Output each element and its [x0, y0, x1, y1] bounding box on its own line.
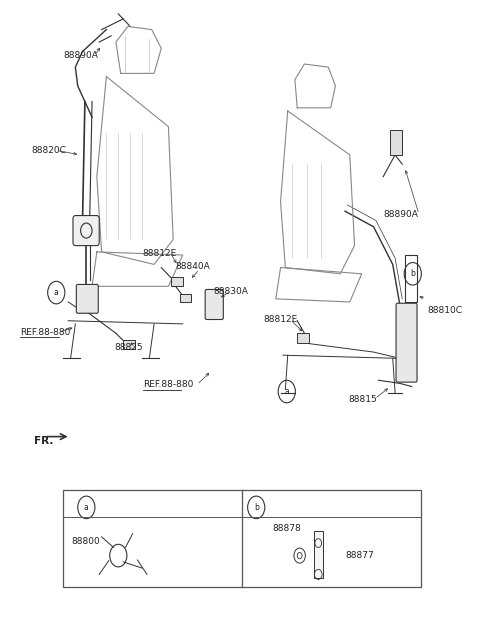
- Text: b: b: [410, 269, 415, 278]
- Text: 88800: 88800: [72, 537, 100, 546]
- Text: 88830A: 88830A: [214, 287, 249, 296]
- Text: 88815: 88815: [349, 394, 378, 404]
- Text: 88890A: 88890A: [63, 52, 98, 60]
- Bar: [63, 490, 421, 587]
- Text: 88890A: 88890A: [383, 210, 418, 219]
- Bar: [297, 333, 309, 343]
- Text: b: b: [254, 503, 259, 512]
- Bar: [180, 294, 191, 302]
- Text: a: a: [284, 387, 289, 396]
- FancyBboxPatch shape: [396, 303, 417, 382]
- Text: REF.88-880: REF.88-880: [21, 328, 71, 337]
- Text: 88877: 88877: [345, 551, 374, 560]
- Bar: [390, 130, 402, 155]
- FancyBboxPatch shape: [76, 284, 98, 313]
- Text: 88812E: 88812E: [143, 249, 177, 259]
- Bar: [171, 277, 183, 286]
- Bar: [123, 340, 135, 349]
- Text: 88878: 88878: [273, 524, 301, 533]
- Text: 88840A: 88840A: [176, 262, 210, 270]
- Text: REF.88-880: REF.88-880: [143, 380, 193, 389]
- Text: a: a: [84, 503, 89, 512]
- FancyBboxPatch shape: [205, 289, 223, 320]
- Text: 88810C: 88810C: [428, 306, 463, 314]
- Text: 88820C: 88820C: [32, 146, 66, 155]
- Text: FR.: FR.: [34, 436, 53, 446]
- Text: a: a: [54, 288, 59, 297]
- Text: 88812E: 88812E: [263, 315, 297, 324]
- FancyBboxPatch shape: [73, 216, 99, 245]
- Bar: [314, 530, 323, 577]
- Text: 88825: 88825: [115, 343, 143, 352]
- Bar: [405, 255, 417, 302]
